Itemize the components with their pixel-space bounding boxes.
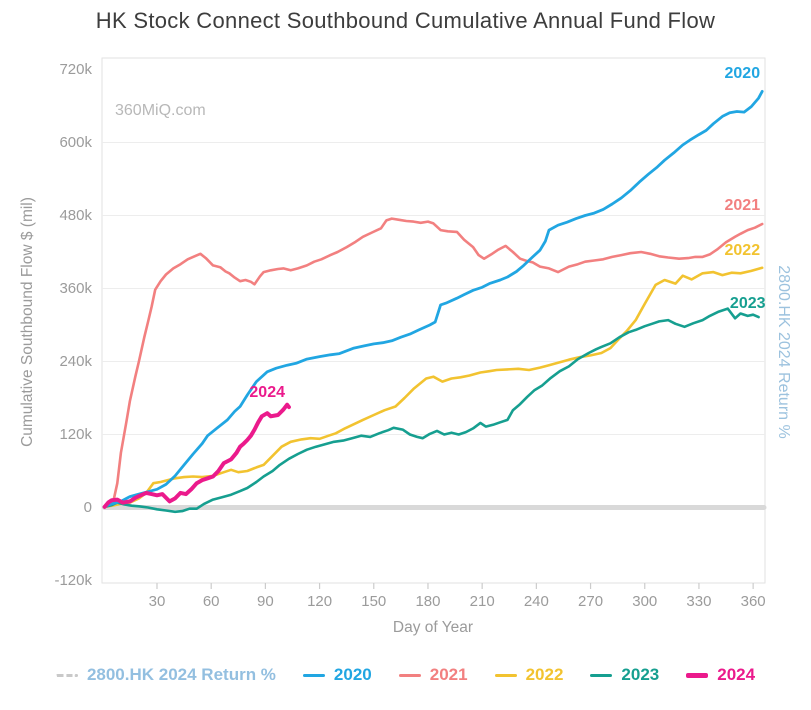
- y-tick-label: 480k: [59, 207, 92, 225]
- y-tick-label: 120k: [59, 426, 92, 443]
- x-tick-label: 150: [361, 593, 387, 610]
- x-tick-label: 210: [469, 593, 495, 610]
- y-tick-label: 720k: [59, 61, 92, 79]
- legend-item-2024[interactable]: 2024: [686, 665, 755, 685]
- y-axis-title: Cumulative Southbound Flow $ (mil): [19, 197, 36, 447]
- series-line-2024: [102, 402, 291, 509]
- x-tick-label: 30: [148, 593, 166, 610]
- legend-label: 2021: [429, 665, 468, 684]
- legend-item-2020[interactable]: 2020: [302, 665, 372, 685]
- chart-title: HK Stock Connect Southbound Cumulative A…: [95, 8, 716, 33]
- series-line-2023: [103, 307, 760, 514]
- x-axis-title: Day of Year: [392, 619, 474, 636]
- series-label-2021: 2021: [724, 196, 761, 214]
- legend-item-2022[interactable]: 2022: [494, 665, 564, 685]
- y-tick-label: 0: [83, 499, 92, 516]
- right-axis-title: 2800.HK 2024 Return %: [775, 265, 792, 439]
- line-swatch-icon: [494, 673, 517, 677]
- x-tick-label: 120: [307, 593, 333, 610]
- x-tick-label: 360: [740, 593, 766, 610]
- series-label-2020: 2020: [724, 64, 761, 82]
- legend-label: 2022: [525, 665, 564, 684]
- x-tick-label: 180: [415, 593, 441, 610]
- y-tick-label: -120k: [54, 571, 92, 589]
- x-tick-label: 270: [578, 593, 604, 610]
- legend: 2800.HK 2024 Return % 2020 2021 2022 2023 202…: [0, 662, 811, 688]
- line-swatch-icon: [590, 673, 613, 677]
- watermark: 360MiQ.com: [115, 102, 206, 119]
- line-swatch-icon: [302, 673, 325, 677]
- line-swatch-icon: [686, 672, 709, 678]
- legend-item-2023[interactable]: 2023: [590, 665, 659, 685]
- legend-label: 2800.HK 2024 Return %: [86, 665, 276, 684]
- legend-label: 2023: [621, 665, 660, 684]
- plot-border: [101, 57, 766, 584]
- x-tick-label: 90: [257, 593, 274, 610]
- line-swatch-icon: [398, 673, 421, 677]
- series-label-2022: 2022: [724, 241, 761, 259]
- legend-label: 2024: [717, 665, 756, 684]
- y-tick-label: 360k: [59, 280, 92, 297]
- series-label-2024: 2024: [249, 384, 285, 402]
- legend-label: 2020: [333, 665, 372, 684]
- y-tick-label: 600k: [59, 134, 92, 152]
- legend-item-2800-hk-2024-return-[interactable]: 2800.HK 2024 Return %: [55, 665, 276, 685]
- x-tick-label: 330: [686, 593, 712, 610]
- dashed-line-icon: [55, 673, 78, 677]
- x-tick-label: 300: [632, 593, 658, 610]
- x-tick-label: 60: [202, 593, 220, 610]
- series-label-2023: 2023: [729, 294, 766, 312]
- legend-item-2021[interactable]: 2021: [398, 665, 468, 685]
- x-tick-label: 240: [523, 593, 549, 610]
- y-tick-label: 240k: [59, 353, 92, 370]
- series-line-2021: [103, 217, 764, 509]
- series-line-2022: [103, 266, 764, 509]
- series-line-2020: [103, 90, 764, 508]
